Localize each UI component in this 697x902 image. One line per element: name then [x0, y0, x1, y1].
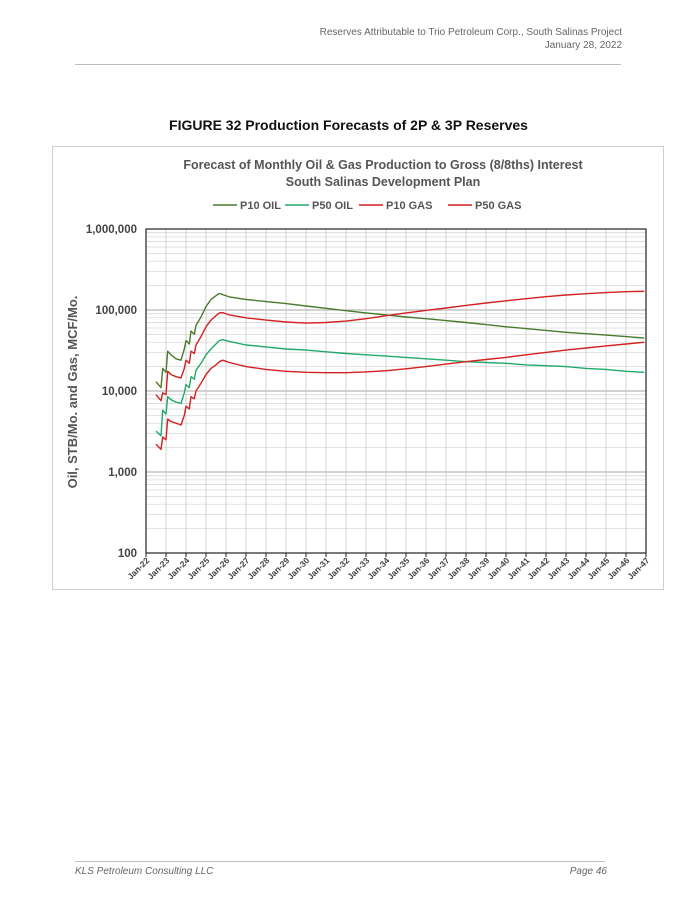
- chart-subtitle: South Salinas Development Plan: [286, 175, 481, 189]
- x-axis: Jan-22Jan-23Jan-24Jan-25Jan-26Jan-27Jan-…: [125, 553, 652, 581]
- chart-title: Forecast of Monthly Oil & Gas Production…: [183, 158, 583, 172]
- footer-divider: [75, 861, 605, 862]
- p10-oil-series-line: [155, 292, 645, 389]
- y-tick-label: 100,000: [95, 305, 137, 317]
- report-title: Reserves Attributable to Trio Petroleum …: [319, 27, 622, 38]
- production-forecast-chart: Forecast of Monthly Oil & Gas Production…: [65, 158, 652, 581]
- y-tick-label: 10,000: [102, 386, 137, 398]
- footer-page-number: Page 46: [569, 866, 607, 877]
- figure-title: FIGURE 32 Production Forecasts of 2P & 3…: [169, 117, 528, 133]
- report-date: January 28, 2022: [544, 40, 622, 51]
- page-header: Reserves Attributable to Trio Petroleum …: [320, 26, 622, 52]
- legend-label: P10 OIL: [240, 200, 281, 212]
- chart-legend: P10 OIL P50 OIL P10 GAS P50 GAS: [213, 200, 521, 212]
- plot-border: [145, 228, 647, 554]
- p50-gas-series-line: [155, 341, 645, 451]
- y-tick-label: 1,000: [108, 467, 137, 479]
- x-tick-label: Jan-47: [625, 555, 651, 581]
- chart-grid: [145, 228, 647, 554]
- p50-oil-series-line: [155, 338, 645, 437]
- chart-container: Forecast of Monthly Oil & Gas Production…: [52, 146, 664, 590]
- y-axis: 100 1,000 10,000 100,000 1,000,000: [86, 224, 137, 560]
- header-divider: [75, 64, 621, 65]
- y-axis-label: Oil, STB/Mo. and Gas, MCF/Mo.: [65, 296, 80, 489]
- y-tick-label: 100: [118, 548, 137, 560]
- legend-label: P50 OIL: [312, 200, 353, 212]
- p10-gas-series-line: [155, 290, 645, 402]
- plot-area: [155, 290, 645, 451]
- y-tick-label: 1,000,000: [86, 224, 137, 236]
- legend-label: P50 GAS: [475, 200, 521, 212]
- footer-company: KLS Petroleum Consulting LLC: [75, 866, 214, 877]
- legend-label: P10 GAS: [386, 200, 432, 212]
